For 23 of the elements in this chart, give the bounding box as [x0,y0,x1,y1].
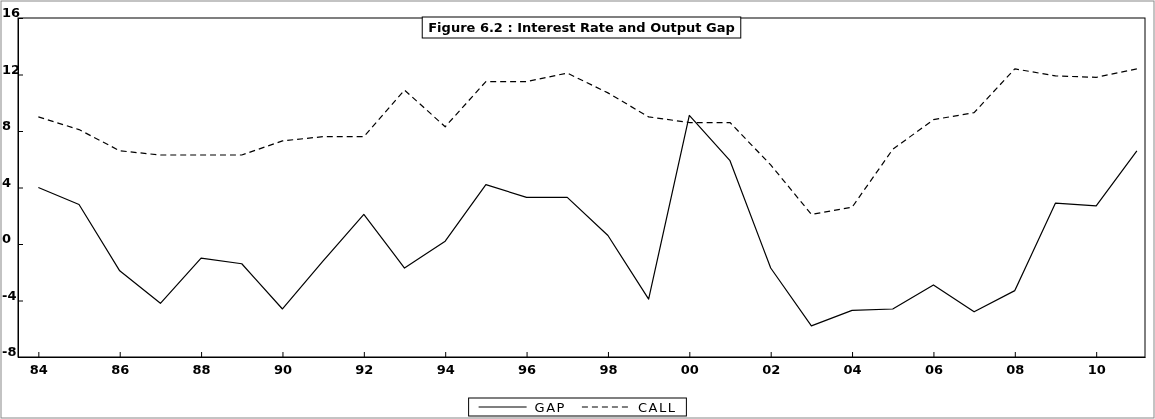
x-tick-label: 00 [680,362,699,378]
x-tick-label: 86 [111,362,130,378]
x-tick-label: 04 [843,362,862,378]
x-tick-label: 92 [355,362,374,378]
x-tick-label: 08 [1006,362,1025,378]
x-tick-label: 88 [192,362,211,378]
legend-label: CALL [637,400,677,415]
x-tick-label: 84 [29,362,48,378]
x-tick-label: 94 [436,362,455,378]
y-tick-label: -4 [2,287,17,303]
y-tick-label: 8 [2,118,12,134]
y-tick-label: -8 [2,344,17,360]
y-tick-label: 16 [2,5,21,21]
x-tick-label: 02 [762,362,781,378]
x-tick-label: 96 [518,362,537,378]
x-tick-label: 98 [599,362,618,378]
x-tick-label: 90 [273,362,293,378]
y-tick-label: 0 [2,231,12,247]
chart-title: Figure 6.2 : Interest Rate and Output Gap [428,20,735,35]
y-tick-label: 4 [2,174,12,190]
x-tick-label: 10 [1087,362,1106,378]
x-tick-label: 06 [924,362,943,378]
legend-label: GAP [534,400,566,415]
